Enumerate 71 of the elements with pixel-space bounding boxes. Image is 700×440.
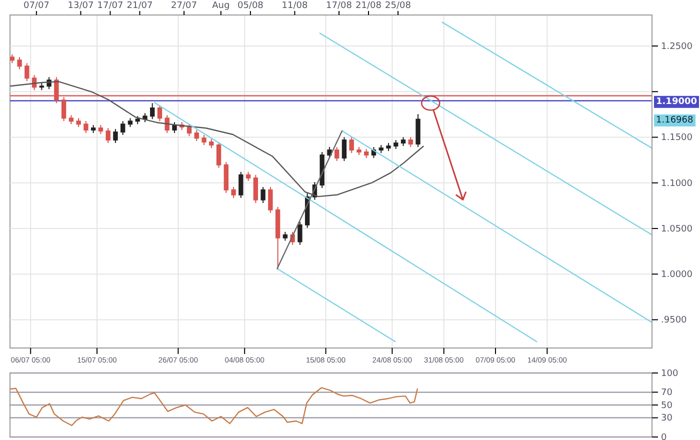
candlestick	[98, 124, 104, 135]
x2-tick-label: 17/07	[97, 1, 124, 11]
x2-tick-label: 21/07	[126, 1, 153, 11]
candlestick	[327, 146, 332, 158]
candlestick	[216, 141, 222, 168]
candlestick	[408, 136, 413, 148]
candlestick	[238, 171, 244, 198]
candlestick	[120, 120, 126, 136]
candlestick	[106, 128, 110, 144]
x2-tick-label: 07/07	[23, 1, 50, 11]
y-tick-label: 1.2500	[661, 42, 693, 52]
text: 1.16968	[656, 115, 694, 126]
candlestick	[320, 152, 324, 188]
candlestick	[68, 114, 74, 125]
candlestick	[268, 186, 273, 214]
candlestick	[164, 114, 170, 134]
x2-tick-label: 11/08	[282, 1, 308, 11]
candlestick	[282, 231, 288, 242]
candlestick	[386, 142, 391, 152]
candlestick	[378, 144, 384, 154]
candlestick	[157, 104, 162, 122]
candlestick	[202, 134, 206, 146]
x2-tick-label: 27/07	[171, 1, 197, 11]
candlestick	[342, 136, 347, 162]
candlestick	[298, 221, 302, 246]
candlestick	[364, 148, 369, 158]
candlestick	[231, 186, 236, 198]
candlestick	[209, 138, 214, 149]
candlestick	[349, 136, 354, 154]
candlestick	[356, 146, 362, 156]
candlestick	[246, 171, 251, 182]
candlestick	[275, 206, 280, 270]
candlestick	[17, 56, 22, 70]
y-tick-label: 30	[661, 414, 673, 424]
candlestick	[224, 161, 228, 194]
x2-tick-label: 17/08	[326, 1, 352, 11]
y-tick-label: 1.0000	[661, 270, 693, 280]
y-tick-label: 1.1500	[661, 133, 693, 144]
x2-tick-label: Aug	[212, 1, 230, 11]
x2-tick-label: 21/08	[356, 1, 382, 11]
candlestick	[186, 124, 192, 137]
y-tick-label: 0	[661, 432, 667, 440]
candlestick	[24, 62, 30, 82]
candlestick	[194, 130, 199, 142]
candlestick	[76, 118, 81, 128]
y-tick-label: 1.0500	[661, 224, 693, 234]
y-tick-label: 50	[661, 400, 673, 411]
candlestick	[135, 116, 140, 125]
candlestick	[260, 186, 266, 204]
candlestick	[394, 139, 398, 150]
candlestick	[150, 102, 155, 120]
candlestick	[90, 124, 96, 134]
y-tick-label: 1.1000	[661, 178, 693, 189]
ref-line-label: 1.19000	[656, 96, 697, 107]
y-tick-label: .9500	[661, 316, 688, 326]
candlestick	[39, 82, 44, 91]
x2-tick-label: 25/08	[385, 1, 412, 11]
candlestick	[128, 118, 133, 128]
x2-tick-label: 05/08	[237, 1, 264, 11]
x2-tick-label: 13/07	[68, 1, 94, 11]
y-tick-label: 100	[661, 368, 678, 379]
candlestick	[84, 120, 88, 134]
candlestick	[10, 54, 14, 64]
candlestick	[400, 136, 406, 147]
candlestick	[142, 112, 148, 123]
candlestick	[334, 146, 340, 162]
candlestick	[113, 128, 118, 144]
candlestick	[253, 174, 258, 204]
y-tick-label: 70	[661, 388, 673, 398]
candlestick	[416, 114, 420, 148]
candlestick	[172, 122, 177, 134]
